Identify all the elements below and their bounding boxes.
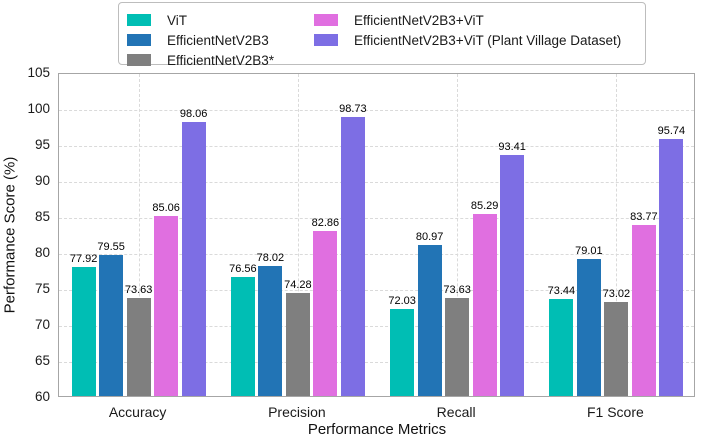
bar [549, 299, 574, 396]
bar-value-label: 77.92 [69, 252, 98, 265]
bar [500, 155, 525, 396]
bar [417, 245, 442, 396]
h-gridline [59, 182, 694, 183]
legend-label: EfficientNetV2B3+ViT [354, 12, 484, 28]
bar [126, 297, 151, 396]
bar [631, 224, 656, 396]
v-gridline [457, 74, 459, 396]
v-gridline [616, 74, 618, 396]
y-tick-label: 70 [34, 317, 50, 332]
bar-value-label: 83.77 [630, 210, 658, 223]
legend-swatch [127, 34, 151, 46]
bar-value-label: 76.56 [229, 262, 257, 275]
bar-value-label: 85.29 [470, 199, 499, 212]
bar [313, 231, 338, 396]
y-tick-label: 80 [34, 245, 50, 260]
h-gridline [59, 218, 694, 219]
bar-value-label: 93.41 [498, 141, 526, 154]
y-tick-label: 75 [34, 281, 50, 296]
x-tick-label: Recall [436, 404, 476, 420]
bar [340, 117, 365, 396]
y-tick-label: 95 [34, 137, 50, 152]
bar [445, 297, 470, 396]
legend-swatch [127, 54, 151, 66]
legend-swatch [314, 34, 338, 46]
legend-label: EfficientNetV2B3+ViT (Plant Village Data… [354, 32, 622, 48]
h-gridline [59, 290, 694, 291]
bar [99, 255, 124, 396]
bar [576, 259, 601, 396]
bar-value-label: 72.03 [388, 295, 416, 308]
bar-value-label: 95.74 [657, 124, 686, 137]
x-tick-label: Precision [268, 404, 326, 420]
y-tick-label: 105 [27, 65, 50, 80]
bar-value-label: 73.63 [443, 283, 471, 296]
bar-value-label: 78.02 [256, 252, 285, 265]
bar [390, 309, 415, 396]
bar [285, 293, 310, 396]
bar-value-label: 79.01 [575, 245, 603, 258]
h-gridline [59, 146, 694, 147]
legend-item: EfficientNetV2B3+ViT [314, 10, 621, 30]
v-gridline [297, 74, 299, 396]
bar-value-label: 73.02 [602, 288, 631, 301]
legend-item: EfficientNetV2B3* [127, 50, 314, 70]
bar [472, 213, 497, 396]
legend-label: EfficientNetV2B3 [167, 32, 269, 48]
bar [659, 138, 684, 396]
bar-value-label: 80.97 [415, 231, 444, 244]
h-gridline [59, 110, 694, 111]
bar-value-label: 98.06 [179, 107, 208, 120]
bar-value-label: 79.55 [97, 241, 125, 254]
legend-swatch [127, 14, 151, 26]
bar-value-label: 98.73 [339, 103, 367, 116]
plot-area: 77.92 79.55 73.63 85.06 98.06 76.56 78.02 74.28… [58, 73, 695, 397]
bar [230, 276, 255, 396]
legend-label: ViT [167, 12, 188, 28]
legend-swatch [314, 14, 338, 26]
y-tick-label: 100 [27, 101, 50, 116]
x-tick-label: F1 Score [586, 404, 644, 420]
bar [258, 266, 283, 396]
bar-value-label: 82.86 [311, 217, 340, 230]
legend-item: ViT [127, 10, 314, 30]
y-tick-label: 85 [34, 209, 50, 224]
legend-label: EfficientNetV2B3* [167, 52, 275, 68]
y-tick-label: 65 [34, 353, 50, 368]
y-tick-label: 60 [34, 389, 50, 404]
x-axis-label: Performance Metrics [307, 421, 447, 438]
bar-value-label: 85.06 [152, 201, 180, 214]
bar [181, 121, 206, 396]
legend-column: EfficientNetV2B3+ViT EfficientNetV2B3+ViT… [314, 10, 621, 50]
legend-column: ViT EfficientNetV2B3 EfficientNetV2B3* [127, 10, 314, 70]
legend-item: EfficientNetV2B3 [127, 30, 314, 50]
h-gridline [59, 362, 694, 363]
x-tick-label: Accuracy [108, 404, 167, 420]
bar [604, 302, 629, 396]
h-gridline [59, 254, 694, 255]
legend: ViT EfficientNetV2B3 EfficientNetV2B3* Effi… [118, 2, 646, 68]
y-tick-label: 90 [34, 173, 50, 188]
h-gridline [59, 326, 694, 327]
bar-value-label: 73.44 [547, 285, 576, 298]
bar-value-label: 74.28 [284, 279, 312, 292]
bar [154, 215, 179, 396]
bar [71, 266, 96, 396]
v-gridline [138, 74, 140, 396]
bar-value-label: 73.63 [124, 283, 153, 296]
legend-item: EfficientNetV2B3+ViT (Plant Village Data… [314, 30, 621, 50]
